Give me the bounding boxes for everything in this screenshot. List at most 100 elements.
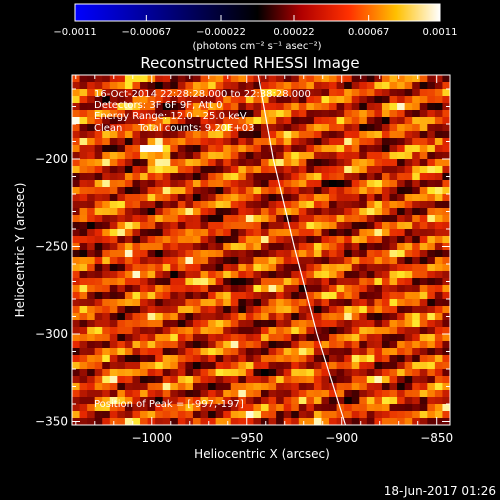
- heatmap-cell: [200, 383, 209, 391]
- heatmap-cell: [238, 215, 247, 223]
- heatmap-cell: [170, 362, 179, 370]
- heatmap-cell: [434, 320, 443, 328]
- heatmap-cell: [313, 383, 322, 391]
- heatmap-cell: [238, 320, 247, 328]
- heatmap-cell: [117, 103, 126, 111]
- heatmap-cell: [291, 271, 300, 279]
- heatmap-cell: [374, 208, 383, 216]
- heatmap-cell: [291, 257, 300, 265]
- heatmap-cell: [434, 418, 443, 425]
- heatmap-cell: [132, 327, 141, 335]
- heatmap-cell: [223, 257, 232, 265]
- heatmap-cell: [185, 131, 194, 139]
- heatmap-cell: [336, 75, 345, 83]
- heatmap-cell: [185, 96, 194, 104]
- heatmap-cell: [215, 355, 224, 363]
- heatmap-cell: [261, 208, 269, 216]
- heatmap-cell: [434, 75, 443, 83]
- heatmap-cell: [366, 257, 375, 265]
- heatmap-cell: [381, 257, 390, 265]
- heatmap-cell: [321, 334, 330, 342]
- heatmap-cell: [109, 334, 118, 342]
- heatmap-cell: [366, 355, 375, 363]
- heatmap-cell: [261, 222, 269, 230]
- heatmap-cell: [109, 250, 118, 258]
- heatmap-cell: [117, 131, 126, 139]
- heatmap-cell: [366, 173, 375, 181]
- heatmap-cell: [117, 278, 126, 286]
- heatmap-cell: [109, 383, 118, 391]
- heatmap-cell: [185, 257, 194, 265]
- heatmap-cell: [283, 327, 292, 335]
- heatmap-cell: [155, 75, 164, 83]
- heatmap-cell: [306, 215, 315, 223]
- heatmap-cell: [283, 152, 292, 160]
- heatmap-cell: [192, 82, 201, 90]
- heatmap-cell: [223, 334, 232, 342]
- heatmap-cell: [132, 341, 141, 349]
- heatmap-cell: [276, 271, 285, 279]
- heatmap-cell: [321, 355, 330, 363]
- heatmap-cell: [381, 411, 390, 419]
- heatmap-cell: [215, 334, 224, 342]
- heatmap-cell: [389, 390, 398, 398]
- heatmap-cell: [276, 341, 285, 349]
- heatmap-cell: [147, 320, 156, 328]
- heatmap-cell: [245, 166, 254, 174]
- heatmap-cell: [223, 341, 232, 349]
- heatmap-cell: [192, 257, 201, 265]
- heatmap-cell: [344, 180, 353, 188]
- heatmap-cell: [351, 257, 360, 265]
- heatmap-cell: [329, 194, 337, 202]
- heatmap-cell: [200, 208, 209, 216]
- heatmap-cell: [215, 159, 224, 167]
- heatmap-cell: [283, 250, 292, 258]
- heatmap-cell: [177, 285, 186, 293]
- heatmap-cell: [434, 362, 443, 370]
- heatmap-cell: [434, 145, 443, 153]
- heatmap-cell: [268, 369, 277, 377]
- heatmap-cell: [397, 313, 406, 321]
- heatmap-cell: [102, 103, 111, 111]
- heatmap-cell: [351, 180, 360, 188]
- heatmap-cell: [397, 264, 406, 272]
- heatmap-cell: [124, 173, 133, 181]
- heatmap-cell: [87, 208, 96, 216]
- heatmap-cell: [79, 236, 88, 244]
- heatmap-cell: [155, 159, 164, 167]
- heatmap-cell: [313, 110, 322, 118]
- heatmap-cell: [117, 138, 126, 146]
- heatmap-cell: [109, 145, 118, 153]
- heatmap-cell: [109, 404, 118, 412]
- heatmap-cell: [366, 89, 375, 97]
- heatmap-cell: [389, 96, 398, 104]
- heatmap-cell: [79, 285, 88, 293]
- heatmap-cell: [313, 117, 322, 125]
- heatmap-cell: [397, 285, 406, 293]
- heatmap-cell: [359, 229, 368, 237]
- heatmap-cell: [351, 320, 360, 328]
- heatmap-cell: [94, 180, 103, 188]
- heatmap-cell: [245, 110, 254, 118]
- heatmap-cell: [208, 82, 217, 90]
- heatmap-cell: [412, 334, 421, 342]
- heatmap-cell: [374, 236, 383, 244]
- heatmap-cell: [336, 243, 345, 251]
- heatmap-cell: [427, 397, 436, 405]
- heatmap-cell: [102, 271, 111, 279]
- heatmap-cell: [238, 383, 247, 391]
- heatmap-cell: [291, 397, 300, 405]
- heatmap-cell: [344, 173, 353, 181]
- heatmap-cell: [351, 327, 360, 335]
- heatmap-cell: [223, 82, 232, 90]
- heatmap-cell: [162, 334, 171, 342]
- heatmap-cell: [283, 376, 292, 384]
- heatmap-cell: [79, 187, 88, 195]
- heatmap-cell: [336, 285, 345, 293]
- heatmap-cell: [177, 320, 186, 328]
- heatmap-cell: [94, 236, 103, 244]
- heatmap-cell: [215, 124, 224, 132]
- heatmap-cell: [245, 187, 254, 195]
- heatmap-cell: [268, 397, 277, 405]
- heatmap-cell: [344, 96, 353, 104]
